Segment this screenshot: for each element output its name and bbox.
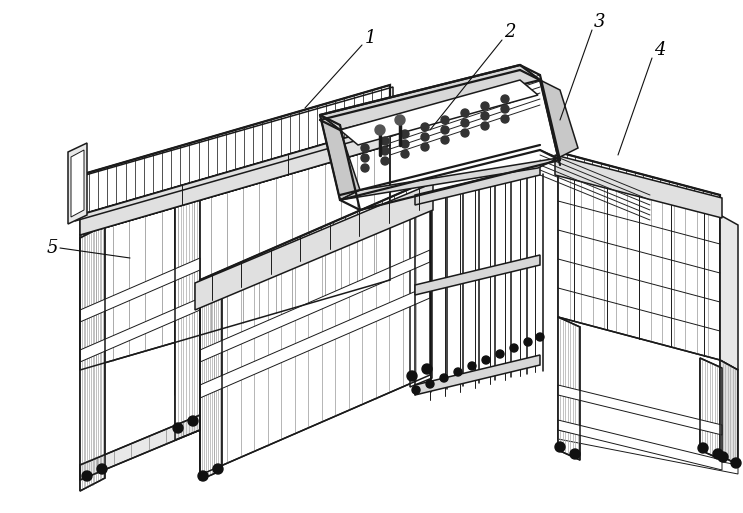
Polygon shape	[415, 255, 540, 295]
Polygon shape	[320, 65, 540, 130]
Circle shape	[401, 130, 409, 138]
Circle shape	[461, 119, 469, 127]
Polygon shape	[68, 143, 87, 224]
Circle shape	[481, 102, 489, 110]
Circle shape	[421, 123, 429, 131]
Polygon shape	[71, 150, 84, 217]
Polygon shape	[80, 225, 105, 491]
Circle shape	[395, 115, 405, 125]
Circle shape	[401, 150, 409, 158]
Circle shape	[731, 458, 741, 468]
Circle shape	[698, 443, 708, 453]
Circle shape	[441, 116, 449, 124]
Polygon shape	[200, 295, 222, 480]
Polygon shape	[80, 125, 390, 235]
Circle shape	[97, 464, 107, 474]
Circle shape	[361, 164, 369, 172]
Circle shape	[481, 112, 489, 120]
Polygon shape	[200, 205, 430, 475]
Polygon shape	[340, 80, 538, 145]
Circle shape	[555, 442, 565, 452]
Polygon shape	[80, 298, 200, 362]
Circle shape	[82, 471, 92, 481]
Polygon shape	[558, 152, 720, 215]
Circle shape	[412, 386, 420, 394]
Polygon shape	[555, 155, 722, 218]
Circle shape	[381, 147, 389, 155]
Circle shape	[401, 140, 409, 148]
Circle shape	[570, 449, 580, 459]
Polygon shape	[320, 115, 360, 200]
Polygon shape	[415, 355, 540, 395]
Circle shape	[361, 144, 369, 152]
Polygon shape	[558, 430, 738, 474]
Circle shape	[375, 125, 385, 135]
Circle shape	[421, 143, 429, 151]
Circle shape	[407, 371, 417, 381]
Polygon shape	[80, 415, 200, 480]
Circle shape	[441, 136, 449, 144]
Polygon shape	[558, 172, 720, 360]
Polygon shape	[700, 358, 722, 460]
Text: 5: 5	[46, 239, 58, 257]
Polygon shape	[540, 80, 578, 158]
Circle shape	[481, 122, 489, 130]
Circle shape	[461, 129, 469, 137]
Polygon shape	[340, 158, 558, 200]
Circle shape	[468, 362, 476, 370]
Circle shape	[440, 374, 448, 382]
Circle shape	[524, 338, 532, 346]
Circle shape	[461, 109, 469, 117]
Circle shape	[173, 423, 183, 433]
Polygon shape	[80, 85, 390, 215]
Circle shape	[536, 333, 544, 341]
Circle shape	[501, 105, 509, 113]
Polygon shape	[80, 145, 390, 370]
Circle shape	[482, 356, 490, 364]
Polygon shape	[195, 183, 433, 310]
Polygon shape	[410, 196, 432, 387]
Circle shape	[713, 449, 723, 459]
Polygon shape	[720, 215, 738, 370]
Circle shape	[496, 350, 504, 358]
Circle shape	[421, 133, 429, 141]
Circle shape	[422, 364, 432, 374]
Polygon shape	[720, 360, 738, 465]
Circle shape	[381, 157, 389, 165]
Polygon shape	[200, 180, 430, 305]
Polygon shape	[80, 125, 390, 235]
Circle shape	[501, 95, 509, 103]
Polygon shape	[175, 188, 200, 440]
Circle shape	[213, 464, 223, 474]
Circle shape	[441, 126, 449, 134]
Text: 2: 2	[504, 23, 516, 41]
Text: 1: 1	[364, 29, 376, 47]
Polygon shape	[558, 385, 722, 435]
Polygon shape	[200, 285, 430, 398]
Polygon shape	[558, 420, 722, 470]
Circle shape	[426, 380, 434, 388]
Circle shape	[501, 115, 509, 123]
Circle shape	[381, 137, 389, 145]
Text: 4: 4	[655, 41, 666, 59]
Circle shape	[718, 452, 728, 462]
Circle shape	[198, 471, 208, 481]
Circle shape	[188, 416, 198, 426]
Circle shape	[510, 344, 518, 352]
Polygon shape	[558, 317, 580, 460]
Circle shape	[454, 368, 462, 376]
Polygon shape	[200, 250, 430, 362]
Polygon shape	[415, 165, 540, 205]
Circle shape	[361, 154, 369, 162]
Polygon shape	[80, 258, 200, 322]
Text: 3: 3	[594, 13, 606, 31]
